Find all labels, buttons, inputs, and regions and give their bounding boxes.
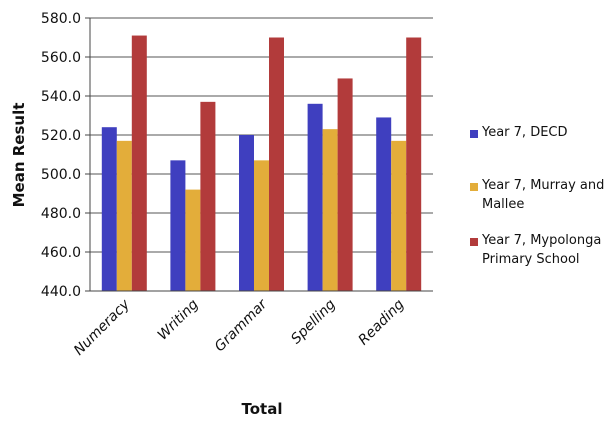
- legend-label: Year 7, Mypolonga Primary School: [481, 233, 601, 267]
- x-category-label: Spelling: [288, 296, 339, 347]
- bar: [185, 189, 201, 291]
- y-tick-label: 500.0: [41, 167, 81, 183]
- x-category-label: Grammar: [212, 296, 271, 355]
- legend-item: Year 7, DECD: [470, 125, 568, 140]
- legend-item: Year 7, Murray and Mallee: [470, 178, 604, 212]
- legend-swatch: [470, 183, 478, 191]
- bar: [406, 37, 422, 291]
- bars: [101, 35, 422, 291]
- y-tick-label: 440.0: [41, 284, 81, 300]
- bar: [307, 103, 323, 291]
- y-tick-label: 560.0: [41, 50, 81, 66]
- legend-swatch: [470, 238, 478, 246]
- bar: [239, 135, 254, 291]
- x-category-label: Writing: [155, 296, 202, 343]
- y-tick-label: 480.0: [41, 206, 81, 222]
- y-tick-label: 580.0: [41, 11, 81, 27]
- x-category-label: Reading: [356, 296, 408, 348]
- x-category-label: Numeracy: [71, 296, 134, 359]
- legend-item: Year 7, Mypolonga Primary School: [470, 233, 601, 267]
- y-tick-label: 460.0: [41, 245, 81, 261]
- y-axis-ticks: 440.0 460.0 480.0 500.0 520.0 540.0 560.0 580.0: [41, 11, 90, 300]
- bar: [131, 35, 147, 291]
- bar: [200, 101, 216, 291]
- bar: [116, 140, 132, 291]
- y-tick-label: 540.0: [41, 89, 81, 105]
- legend-label: Year 7, DECD: [481, 125, 568, 140]
- y-tick-label: 520.0: [41, 128, 81, 144]
- legend-label: Year 7, Murray and Mallee: [481, 178, 604, 212]
- bar: [376, 117, 392, 291]
- y-axis-title: Mean Result: [10, 103, 28, 208]
- x-axis-categories: Numeracy Writing Grammar Spelling Reading: [71, 296, 408, 359]
- bar: [269, 37, 284, 291]
- bar: [391, 140, 407, 291]
- x-axis-title: Total: [242, 400, 283, 418]
- legend: Year 7, DECD Year 7, Murray and Mallee Year…: [470, 125, 604, 267]
- bar: [337, 78, 353, 291]
- bar: [254, 160, 269, 291]
- legend-swatch: [470, 130, 478, 138]
- bar: [101, 127, 117, 291]
- bar: [322, 129, 338, 291]
- bar: [170, 160, 186, 291]
